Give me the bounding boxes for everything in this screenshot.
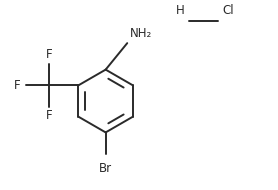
Text: Cl: Cl: [222, 4, 234, 17]
Text: F: F: [14, 79, 21, 92]
Text: NH₂: NH₂: [130, 27, 152, 40]
Text: H: H: [176, 4, 185, 17]
Text: Br: Br: [99, 162, 112, 175]
Text: F: F: [46, 48, 52, 61]
Text: F: F: [46, 109, 52, 122]
